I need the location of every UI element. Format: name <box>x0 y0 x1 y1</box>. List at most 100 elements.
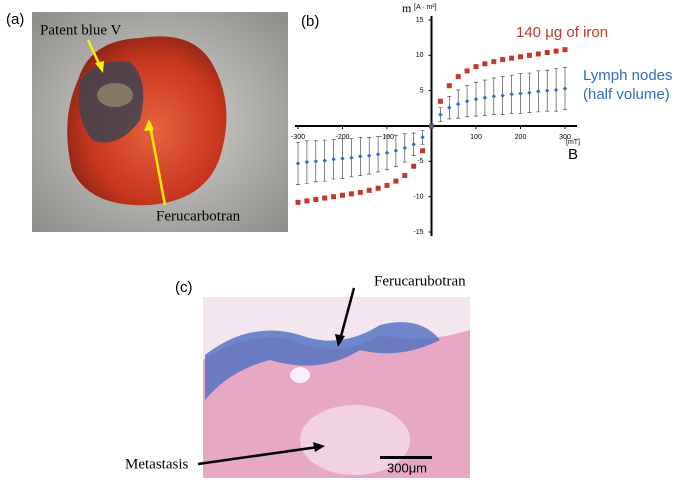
error-cap <box>518 73 523 114</box>
point <box>491 94 496 99</box>
point <box>411 163 417 169</box>
point <box>402 145 407 151</box>
point <box>473 96 479 102</box>
point <box>295 161 301 166</box>
x-tick-label: 300 <box>559 134 571 141</box>
y-axis-unit: [A · m²] <box>414 4 437 11</box>
error-cap <box>554 68 559 112</box>
photo-label: Metastasis <box>125 456 188 472</box>
point <box>420 135 425 140</box>
point <box>357 189 363 195</box>
point <box>562 86 568 91</box>
y-tick-label: -5 <box>417 158 423 165</box>
point <box>473 64 479 70</box>
point <box>482 95 488 100</box>
error-cap <box>438 107 443 123</box>
error-cap <box>349 138 354 178</box>
panel-label: (c) <box>175 279 193 296</box>
error-cap <box>447 96 452 120</box>
error-cap <box>376 136 381 173</box>
point <box>518 54 523 60</box>
point <box>464 68 470 74</box>
y-tick-label: -10 <box>413 194 423 201</box>
point <box>553 48 559 54</box>
point <box>429 123 434 129</box>
error-cap <box>367 137 372 175</box>
point <box>437 98 443 104</box>
error-cap <box>411 132 416 156</box>
scale-bar-label: 300μm <box>387 460 427 475</box>
point <box>304 159 310 165</box>
y-axis-label: m <box>402 1 412 15</box>
panel-label: (a) <box>6 11 24 28</box>
point <box>438 112 443 117</box>
error-cap <box>322 139 327 182</box>
error-cap <box>385 135 389 171</box>
point <box>313 159 318 164</box>
x-tick-label: -200 <box>335 134 349 141</box>
error-cap <box>527 72 532 113</box>
point <box>402 172 408 178</box>
y-tick-label: 10 <box>416 52 424 59</box>
point <box>527 90 532 95</box>
error-cap <box>402 133 407 163</box>
error-cap <box>500 76 505 115</box>
error-cap <box>545 69 550 112</box>
point <box>420 148 426 154</box>
y-tick-label: -15 <box>413 229 423 236</box>
photo-a: Patent blue V Ferucarbotran <box>32 12 288 232</box>
photo-label: Ferucarubotran <box>374 273 466 289</box>
point <box>367 153 372 158</box>
point <box>348 191 354 197</box>
point <box>349 155 354 160</box>
error-cap <box>509 74 514 114</box>
x-tick-label: 200 <box>515 134 527 141</box>
error-cap <box>331 139 336 180</box>
point <box>491 59 497 65</box>
point <box>553 87 559 93</box>
point <box>331 157 336 162</box>
error-cap <box>474 81 478 117</box>
point <box>509 92 514 97</box>
point <box>526 52 532 58</box>
y-tick-label: 15 <box>416 17 424 24</box>
panel-label: (b) <box>301 13 319 30</box>
x-tick-label: 100 <box>470 134 482 141</box>
point <box>340 192 345 198</box>
point <box>322 158 327 163</box>
point <box>384 182 390 188</box>
point <box>322 195 328 201</box>
y-tick-label: 5 <box>420 88 424 95</box>
point <box>545 88 550 93</box>
point <box>393 148 399 153</box>
point <box>366 187 372 193</box>
error-cap <box>482 79 487 116</box>
point <box>544 50 550 56</box>
point <box>384 150 390 156</box>
point <box>500 93 505 98</box>
point <box>393 178 399 184</box>
point <box>304 198 310 204</box>
point <box>313 196 319 202</box>
point <box>500 57 506 63</box>
photo-label: Ferucarbotran <box>156 208 241 224</box>
point <box>482 61 488 67</box>
point <box>562 47 568 53</box>
error-cap <box>420 129 425 145</box>
photo-c: Ferucarubotran Metastasis 300μm <box>125 273 470 478</box>
x-axis-unit: [mT] <box>566 139 580 146</box>
error-cap <box>491 77 496 115</box>
point <box>518 91 523 96</box>
point <box>375 152 381 157</box>
point <box>464 99 470 104</box>
point <box>295 199 301 205</box>
error-cap <box>340 138 345 179</box>
point <box>509 55 515 61</box>
point <box>331 194 337 200</box>
point <box>375 185 381 191</box>
point <box>456 101 461 107</box>
error-cap <box>304 140 309 184</box>
photo-label: Patent blue V <box>40 22 122 38</box>
point <box>455 74 461 80</box>
